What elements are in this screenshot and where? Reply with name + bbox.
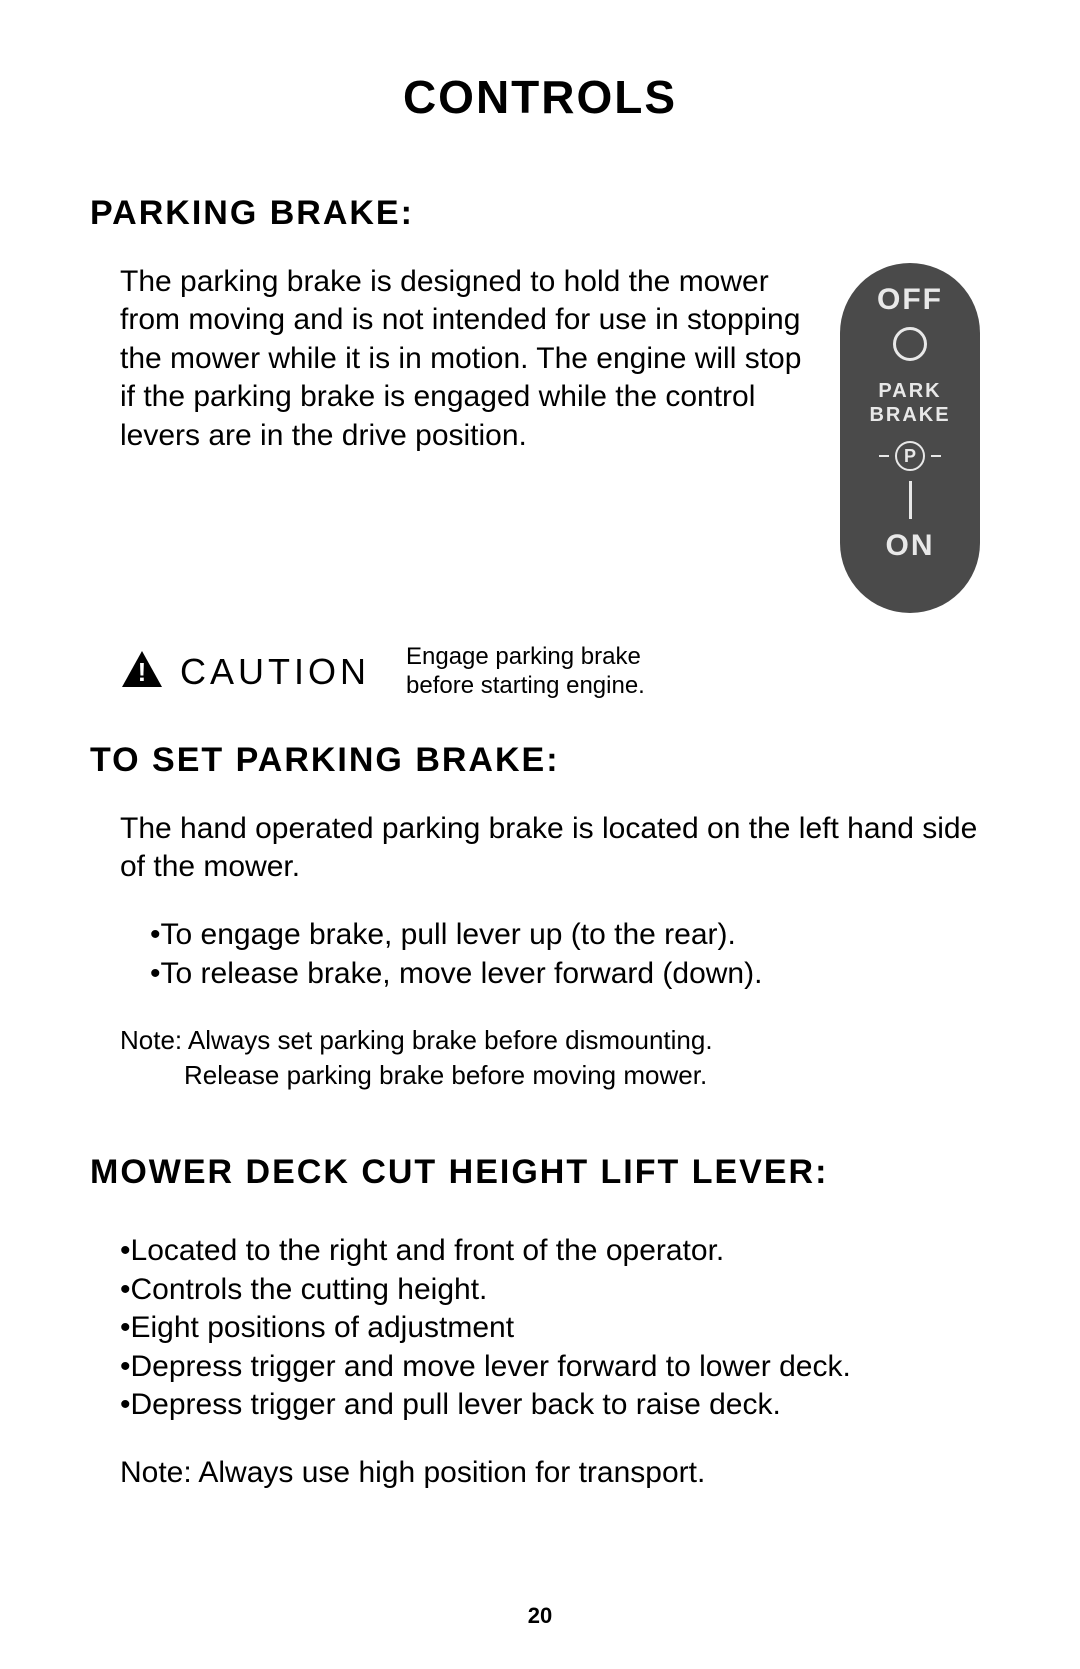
section-heading-deck-lever: MOWER DECK CUT HEIGHT LIFT LEVER:	[90, 1153, 990, 1192]
svg-text:!: !	[138, 657, 147, 687]
bullet-item: •Eight positions of adjustment	[120, 1309, 990, 1347]
park-brake-on-label: ON	[886, 529, 935, 563]
park-brake-mid-label-line2: BRAKE	[869, 404, 950, 426]
caution-text: Engage parking brake before starting eng…	[406, 643, 645, 701]
note-line: Note: Always set parking brake before di…	[120, 1023, 990, 1058]
section-heading-set-parking-brake: TO SET PARKING BRAKE:	[90, 741, 990, 780]
park-brake-p-icon-wrap: P	[879, 441, 941, 471]
park-brake-p-icon: P	[895, 441, 925, 471]
bullet-item: •Located to the right and front of the o…	[120, 1232, 990, 1270]
set-parking-brake-note: Note: Always set parking brake before di…	[90, 1023, 990, 1093]
caution-triangle-icon: !	[120, 649, 164, 694]
caution-row: ! CAUTION Engage parking brake before st…	[90, 643, 990, 701]
park-brake-mid-label: PARK BRAKE	[869, 379, 950, 427]
bullet-item: •Controls the cutting height.	[120, 1271, 990, 1309]
bullet-item: •To release brake, move lever forward (d…	[150, 955, 990, 993]
park-brake-graphic: OFF PARK BRAKE P ON	[840, 263, 990, 613]
dash-left-icon	[879, 455, 889, 457]
set-parking-brake-paragraph: The hand operated parking brake is locat…	[90, 810, 990, 887]
note-line: Release parking brake before moving mowe…	[120, 1058, 990, 1093]
caution-word: CAUTION	[180, 651, 370, 693]
deck-lever-bullets: •Located to the right and front of the o…	[90, 1232, 990, 1424]
park-brake-off-circle-icon	[893, 327, 927, 361]
deck-lever-note: Note: Always use high position for trans…	[90, 1454, 990, 1492]
park-brake-line-icon	[909, 481, 912, 519]
caution-text-line2: before starting engine.	[406, 672, 645, 699]
page-number: 20	[0, 1603, 1080, 1629]
section-heading-parking-brake: PARKING BRAKE:	[90, 194, 990, 233]
caution-text-line1: Engage parking brake	[406, 643, 641, 670]
bullet-item: •Depress trigger and move lever forward …	[120, 1348, 990, 1386]
dash-right-icon	[931, 455, 941, 457]
park-brake-mid-label-line1: PARK	[878, 380, 941, 402]
parking-brake-paragraph: The parking brake is designed to hold th…	[90, 263, 810, 455]
parking-brake-row: The parking brake is designed to hold th…	[90, 263, 990, 613]
park-brake-pill: OFF PARK BRAKE P ON	[840, 263, 980, 613]
bullet-item: •Depress trigger and pull lever back to …	[120, 1386, 990, 1424]
page-container: CONTROLS PARKING BRAKE: The parking brak…	[0, 0, 1080, 1669]
bullet-item: •To engage brake, pull lever up (to the …	[150, 916, 990, 954]
set-parking-brake-bullets: •To engage brake, pull lever up (to the …	[90, 916, 990, 993]
park-brake-off-label: OFF	[877, 283, 943, 317]
page-title: CONTROLS	[90, 70, 990, 124]
